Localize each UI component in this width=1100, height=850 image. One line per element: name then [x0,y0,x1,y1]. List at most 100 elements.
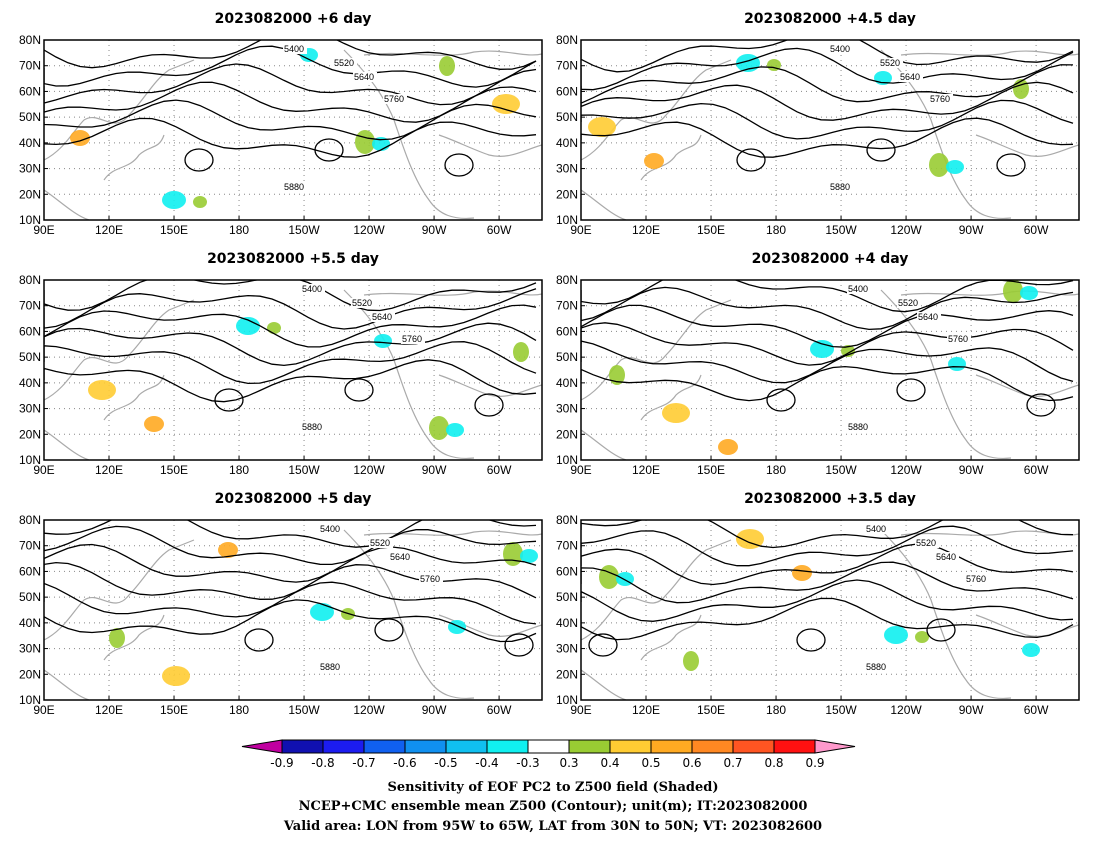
contour-label-bg [371,312,395,322]
lon-tick-label: 150W [825,463,857,477]
coastline [363,290,542,296]
lat-tick-label: 70N [556,299,578,313]
z500-contour [581,280,1074,313]
contour-label-bg [847,422,871,432]
contour-label-bg [319,662,343,672]
sensitivity-shading [929,153,949,177]
contour-label-bg [897,298,921,308]
sensitivity-shading [144,416,164,432]
lat-tick-label: 30N [19,642,41,656]
lon-tick-label: 90E [570,703,591,717]
z500-contour [44,581,537,625]
lat-tick-label: 60N [556,84,578,98]
colorbar-tick-label: -0.6 [393,756,416,770]
contour-label: 5880 [866,662,886,672]
lon-tick-label: 90W [959,463,984,477]
colorbar-tick-label: -0.4 [475,756,498,770]
colorbar-tick-label: 0.3 [559,756,578,770]
contour-label-bg [899,72,923,82]
colorbar-swatch [568,739,611,754]
contour-label-bg [383,94,407,104]
colorbar-swatch [363,739,406,754]
contour-label: 5760 [930,94,950,104]
lat-tick-label: 20N [19,187,41,201]
sensitivity-shading [446,423,464,437]
lat-tick-label: 40N [556,376,578,390]
lon-tick-label: 60W [487,223,512,237]
lat-tick-label: 20N [556,667,578,681]
z500-contour [581,304,1074,348]
coastline [44,189,90,220]
contour-label-bg [829,44,853,54]
panel-title: 2023082000 +4 day [752,251,909,267]
z500-closed-contour [444,153,474,177]
contour-label-bg [351,298,375,308]
lat-tick-label: 70N [556,539,578,553]
lat-tick-label: 50N [19,350,41,364]
lon-tick-label: 90E [570,223,591,237]
z500-contour [581,81,1074,121]
z500-contour [581,579,1074,622]
z500-contour [581,365,1074,402]
lon-tick-label: 120W [890,463,922,477]
lon-tick-label: 150E [160,703,188,717]
lat-tick-label: 30N [556,642,578,656]
coastline [880,529,1012,700]
sensitivity-shading [193,196,207,208]
z500-closed-contour [736,148,766,172]
contour-label-bg [301,422,325,432]
z500-closed-contour [374,618,404,642]
map-area [581,40,1079,220]
z500-closed-contour [896,378,926,402]
lon-tick-label: 150W [825,223,857,237]
lat-tick-label: 80N [19,33,41,47]
colorbar-swatch [322,739,365,754]
z500-contour [44,543,537,583]
coastline [975,614,1079,637]
colorbar-max-arrow [814,739,856,754]
lat-tick-label: 50N [19,590,41,604]
lon-tick-label: 150W [288,463,320,477]
lon-tick-label: 120E [632,463,660,477]
z500-contour [581,525,1074,567]
sensitivity-shading [513,342,529,362]
contour-label: 5640 [918,312,938,322]
contour-label: 5760 [384,94,404,104]
caption-line-2: NCEP+CMC ensemble mean Z500 (Contour); u… [299,799,808,814]
lat-tick-label: 60N [19,564,41,578]
sensitivity-shading [718,439,738,455]
panel-title: 2023082000 +4.5 day [744,11,916,27]
map-area [581,280,1079,460]
contour-label: 5880 [830,182,850,192]
coastline [581,429,627,460]
colorbar-tick-label: -0.8 [311,756,334,770]
coastline [44,299,195,401]
colorbar-swatch [691,739,734,754]
map-panels: 2023082000 +6 day5400552056405760588080N… [19,11,1080,717]
contour-label: 5880 [302,422,322,432]
contour-label: 5880 [284,182,304,192]
z500-contour [581,47,1074,91]
lat-tick-label: 80N [19,513,41,527]
contour-label: 5880 [320,662,340,672]
lat-tick-label: 80N [556,33,578,47]
contour-label-bg [917,312,941,322]
z500-contour [44,561,537,600]
contour-label-bg [319,524,343,534]
lat-tick-label: 10N [556,693,578,707]
map-area [44,280,542,460]
sensitivity-shading [355,130,375,154]
map-frame [580,279,1080,461]
lon-tick-label: 60W [487,463,512,477]
contour-label-bg [369,538,393,548]
colorbar-tick-label: -0.3 [516,756,539,770]
lat-tick-label: 40N [19,616,41,630]
colorbar-tick-label: 0.9 [805,756,824,770]
sensitivity-shading [88,380,116,400]
lon-tick-label: 120E [95,223,123,237]
colorbar: -0.9 -0.8 -0.7 -0.6 -0.5 -0.4 -0.3 0.3 0.4 0.5 0.6… [241,739,856,770]
contour-label-bg [947,334,971,344]
z500-contour [581,99,1074,140]
